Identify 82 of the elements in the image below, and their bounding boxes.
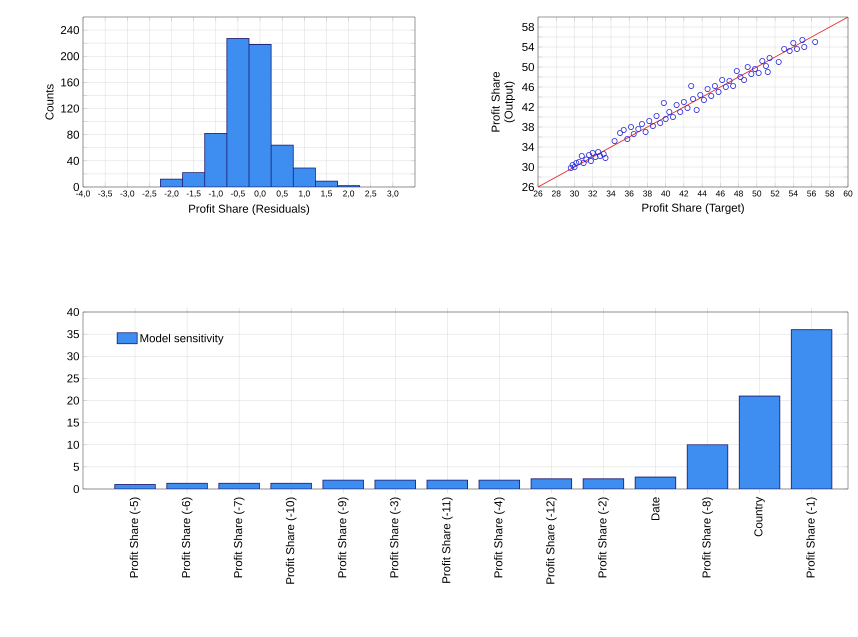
x-tick-label: 3,0 [387, 190, 398, 198]
y-tick-label: 25 [67, 374, 79, 382]
bar [531, 478, 572, 489]
y-axis-title: Profit Share (Output) [491, 72, 515, 132]
x-tick-label: -2,0 [164, 190, 178, 198]
x-axis-title: Profit Share (Residuals) [189, 204, 310, 216]
y-tick-label: 15 [68, 418, 79, 427]
bar [739, 396, 780, 489]
bar [635, 477, 676, 489]
x-tick-label: -3,0 [120, 190, 134, 198]
x-tick-label: 0,5 [276, 190, 288, 198]
x-tick-label: Profit Share (-8) [702, 497, 713, 578]
x-tick-label: Profit Share (-10) [286, 497, 297, 584]
x-tick-label: 56 [807, 190, 816, 197]
x-tick-label: Profit Share (-1) [806, 497, 817, 578]
x-tick-label: 26 [534, 190, 542, 197]
x-tick-label: Country [754, 496, 765, 536]
y-tick-label: 35 [67, 330, 79, 338]
x-tick-label: 46 [716, 190, 725, 197]
y-tick-label: 40 [67, 156, 80, 165]
x-tick-label: Profit Share (-2) [598, 497, 609, 578]
x-tick-label: -1,5 [186, 190, 201, 198]
y-tick-label: 38 [522, 122, 534, 132]
x-tick-label: Profit Share (-12) [546, 497, 557, 584]
y-tick-label: 5 [74, 462, 79, 471]
y-tick-label: 46 [522, 82, 534, 92]
x-tick-label: -3,5 [98, 190, 112, 198]
y-tick-label: 240 [60, 26, 80, 34]
y-tick-label: 54 [522, 43, 534, 51]
y-tick-label: 10 [68, 440, 80, 449]
x-tick-label: 58 [825, 190, 834, 197]
x-tick-label: 54 [788, 190, 798, 196]
y-tick-label: 200 [60, 52, 80, 60]
x-axis-title: Profit Share (Target) [642, 203, 744, 214]
x-tick-label: 32 [588, 190, 597, 197]
x-tick-label: -1,0 [208, 190, 223, 198]
x-tick-label: Profit Share (-7) [234, 497, 244, 578]
y-tick-label: 80 [67, 130, 80, 139]
y-tick-label: 30 [67, 352, 80, 360]
x-tick-label: 0,0 [254, 190, 266, 198]
x-tick-label: Profit Share (-4) [494, 497, 505, 578]
y-tick-label: 120 [61, 104, 80, 113]
x-tick-label: 44 [698, 190, 707, 196]
x-tick-label: 1,0 [299, 190, 310, 198]
x-tick-label: Profit Share (-9) [338, 497, 349, 578]
y-tick-label: 30 [522, 162, 534, 172]
x-tick-label: 50 [752, 190, 762, 197]
x-tick-label: 42 [679, 190, 688, 196]
x-tick-label: Profit Share (-5) [130, 497, 140, 578]
x-tick-label: 34 [606, 190, 616, 197]
x-tick-label: Date [651, 497, 660, 520]
y-tick-label: 20 [67, 396, 80, 405]
y-tick-label: 34 [522, 142, 534, 152]
x-tick-label: 1,5 [321, 190, 332, 198]
bar [790, 329, 832, 489]
legend-label: Model sensitivity [140, 334, 224, 345]
y-tick-label: 160 [61, 78, 80, 86]
x-tick-label: 2,0 [343, 190, 354, 198]
y-tick-label: 0 [74, 182, 80, 192]
x-tick-label: 28 [552, 190, 561, 197]
y-tick-label: 0 [74, 484, 80, 494]
y-tick-label: 42 [522, 102, 534, 111]
x-tick-label: 36 [624, 190, 634, 197]
x-tick-label: Profit Share (-3) [390, 497, 401, 578]
y-tick-label: 40 [67, 308, 80, 316]
x-tick-label: Profit Share (-6) [182, 497, 192, 578]
x-tick-label: 40 [661, 190, 670, 197]
x-tick-label: Profit Share (-11) [442, 497, 453, 583]
x-tick-label: 48 [734, 190, 743, 197]
y-tick-label: 50 [522, 62, 534, 72]
x-tick-label: 38 [643, 190, 652, 197]
y-axis-title: Counts [45, 84, 54, 120]
x-tick-label: -0,5 [231, 190, 245, 198]
x-tick-label: 30 [570, 190, 579, 197]
bar [687, 444, 728, 489]
bar [583, 478, 624, 489]
x-tick-label: 60 [844, 190, 852, 197]
x-tick-label: 2,5 [365, 190, 376, 198]
x-tick-label: 52 [770, 190, 780, 197]
x-tick-label: -4,0 [76, 190, 90, 198]
y-tick-label: 58 [522, 22, 534, 32]
x-tick-label: -2,5 [142, 190, 156, 198]
